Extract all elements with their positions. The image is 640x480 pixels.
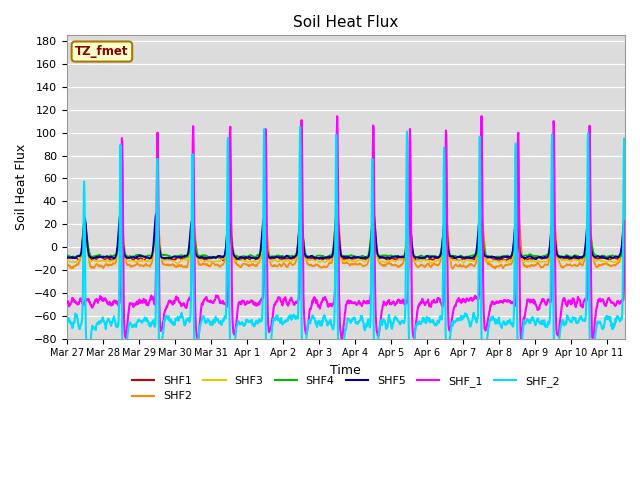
Title: Soil Heat Flux: Soil Heat Flux — [293, 15, 399, 30]
Text: TZ_fmet: TZ_fmet — [75, 45, 129, 58]
Legend: SHF1, SHF2, SHF3, SHF4, SHF5, SHF_1, SHF_2: SHF1, SHF2, SHF3, SHF4, SHF5, SHF_1, SHF… — [128, 372, 564, 406]
X-axis label: Time: Time — [330, 364, 361, 377]
Y-axis label: Soil Heat Flux: Soil Heat Flux — [15, 144, 28, 230]
